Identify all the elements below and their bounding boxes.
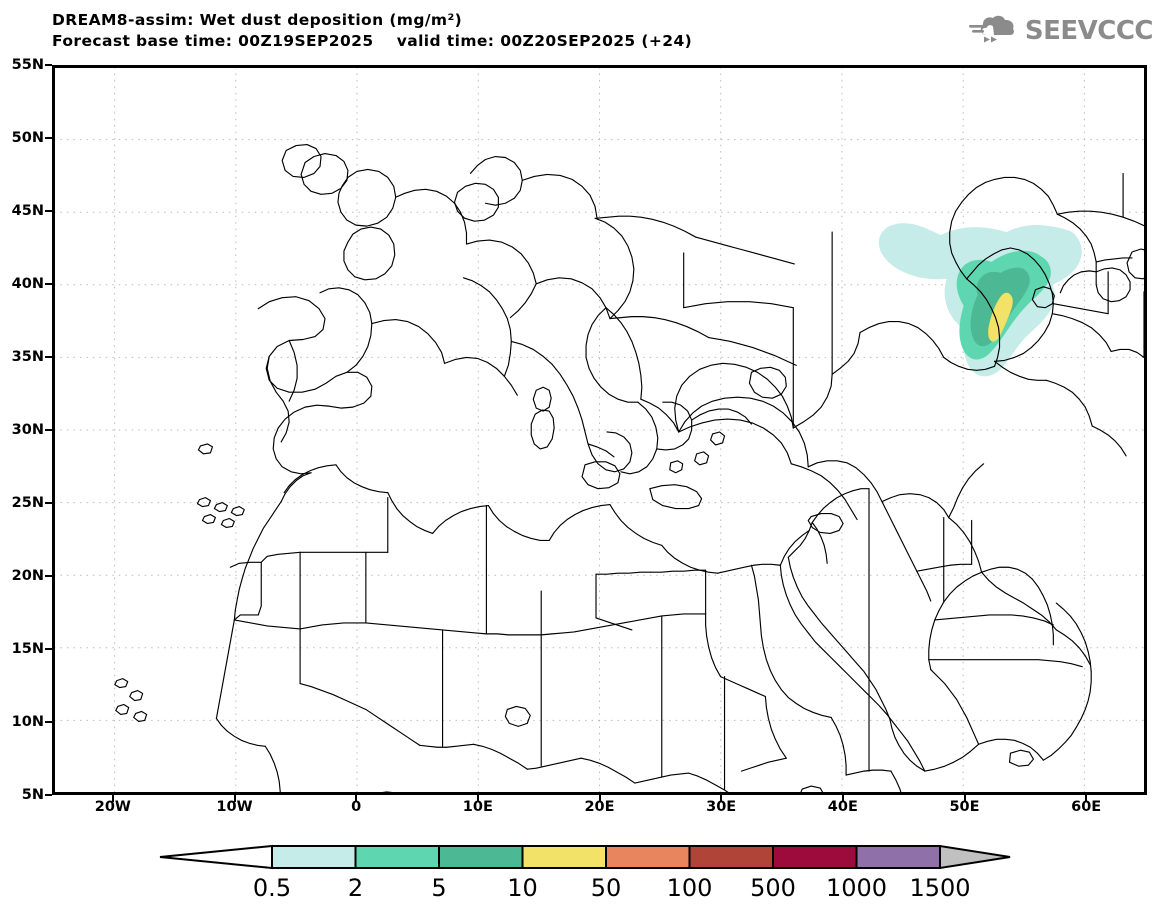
colorbar-canvas	[159, 844, 1011, 870]
colorbar-tick-label: 1500	[909, 874, 971, 902]
chart-header: DREAM8-assim: Wet dust deposition (mg/m²…	[0, 0, 1165, 60]
y-axis-tick-mark	[45, 64, 52, 66]
y-axis-tick-label: 20N	[11, 568, 44, 584]
x-axis-tick-label: 30E	[706, 799, 737, 815]
y-axis-tick-label: 25N	[11, 495, 44, 511]
colorbar-band	[605, 845, 691, 869]
map-gridlines	[54, 67, 1145, 793]
colorbar-tick-label: 50	[590, 874, 622, 902]
y-axis-tick-mark	[45, 721, 52, 723]
x-axis-tick-mark	[720, 795, 723, 802]
y-axis-tick-mark	[45, 502, 52, 504]
x-axis-tick-mark	[355, 795, 358, 802]
seevccc-logo: SEEVCCC	[967, 12, 1154, 50]
x-axis-tick-mark	[841, 795, 844, 802]
x-axis-tick-label: 60E	[1071, 799, 1102, 815]
y-axis-tick-mark	[45, 137, 52, 139]
colorbar-under-arrow	[159, 844, 273, 870]
x-axis-tick-mark	[476, 795, 479, 802]
colorbar-band	[354, 845, 440, 869]
cloud-wind-icon	[968, 15, 1014, 43]
colorbar-band	[438, 845, 524, 869]
colorbar: 0.5 2 5 10 50 100 500 1000 1500	[0, 840, 1165, 907]
colorbar-band	[855, 845, 941, 869]
colorbar-tick-label: 5	[431, 874, 447, 902]
x-axis-tick-label: 20W	[94, 799, 131, 815]
colorbar-tick-label: 1000	[825, 874, 888, 902]
colorbar-band	[772, 845, 858, 869]
y-axis-tick-label: 5N	[21, 787, 44, 803]
x-axis-tick-label: 50E	[949, 799, 980, 815]
x-axis-tick-mark	[233, 795, 236, 802]
x-axis-tick-label: 20E	[584, 799, 615, 815]
map-canvas	[54, 67, 1145, 793]
x-axis-tick-mark	[963, 795, 966, 802]
x-axis-tick-mark	[1085, 795, 1088, 802]
y-axis-tick-mark	[45, 283, 52, 285]
y-axis-tick-mark	[45, 356, 52, 358]
colorbar-band	[521, 845, 607, 869]
dust-plume-overlay	[878, 223, 1082, 377]
y-axis-tick-mark	[45, 575, 52, 577]
x-axis-tick-mark	[598, 795, 601, 802]
x-axis-tick-label: 10E	[462, 799, 493, 815]
y-axis-tick-label: 50N	[11, 130, 44, 146]
colorbar-band	[271, 845, 357, 869]
y-axis-tick-mark	[45, 794, 52, 796]
colorbar-tick-label: 0.5	[252, 874, 292, 902]
y-axis-tick-label: 55N	[11, 57, 44, 73]
y-axis-tick-label: 35N	[11, 349, 44, 365]
y-axis-tick-mark	[45, 648, 52, 650]
y-axis-tick-mark	[45, 210, 52, 212]
colorbar-band	[688, 845, 774, 869]
x-axis-tick-label: 0	[351, 799, 362, 815]
y-axis-tick-label: 45N	[11, 203, 44, 219]
y-axis-tick-mark	[45, 429, 52, 431]
y-axis-tick-label: 40N	[11, 276, 44, 292]
x-axis-tick-label: 10W	[216, 799, 253, 815]
logo-label: SEEVCCC	[1024, 16, 1154, 46]
plume-band-10-50	[988, 292, 1013, 342]
map-coastlines	[114, 144, 1145, 793]
colorbar-tick-label: 10	[507, 874, 538, 902]
colorbar-over-arrow	[939, 844, 1011, 870]
colorbar-tick-label: 500	[750, 874, 796, 902]
y-axis-tick-label: 15N	[11, 641, 44, 657]
y-axis-tick-label: 30N	[11, 422, 44, 438]
colorbar-tick-label: 2	[347, 874, 364, 902]
x-axis-tick-mark	[111, 795, 114, 802]
x-axis-tick-label: 40E	[827, 799, 858, 815]
map-plot-area	[52, 65, 1147, 795]
colorbar-tick-label: 100	[666, 874, 713, 902]
page-title: DREAM8-assim: Wet dust deposition (mg/m²…	[52, 11, 463, 29]
forecast-time-subtitle: Forecast base time: 00Z19SEP2025 valid t…	[52, 32, 693, 50]
y-axis-tick-label: 10N	[11, 714, 44, 730]
